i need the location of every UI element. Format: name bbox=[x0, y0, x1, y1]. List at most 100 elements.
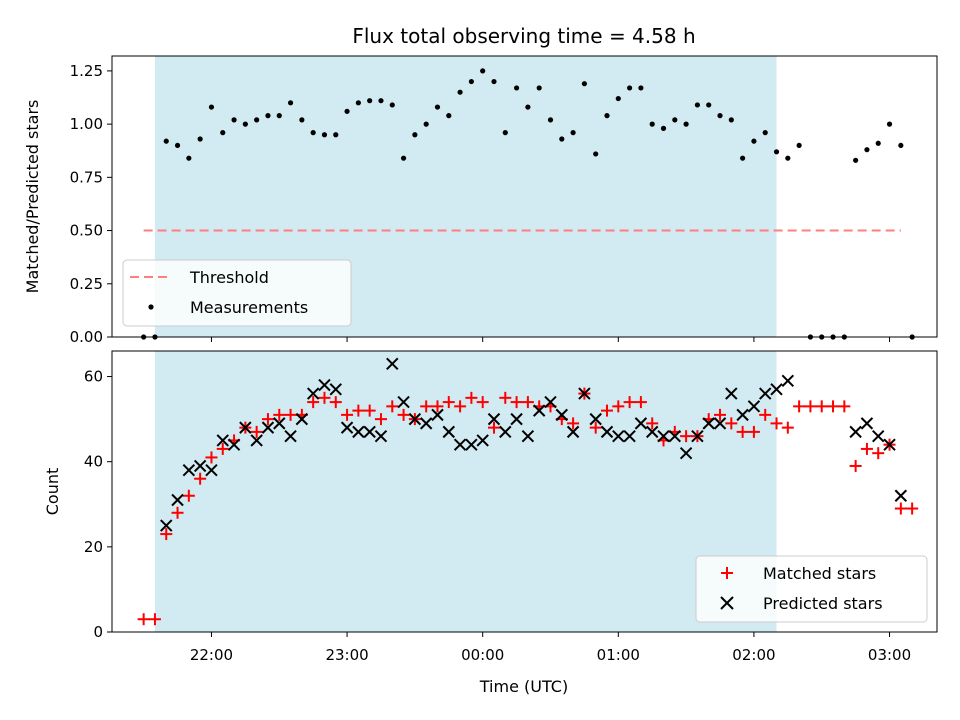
measurement-point bbox=[265, 113, 271, 119]
predicted-star-point bbox=[397, 395, 410, 409]
top-y-axis-label: Matched/Predicted stars bbox=[23, 100, 42, 294]
predicted-star-point bbox=[623, 429, 636, 443]
y-tick-label: 0.50 bbox=[70, 222, 103, 240]
measurement-point bbox=[773, 149, 780, 155]
matched-star-point bbox=[454, 400, 467, 413]
measurement-point bbox=[593, 151, 599, 157]
predicted-star-point bbox=[883, 438, 896, 451]
predicted-star-point bbox=[612, 429, 625, 443]
measurement-point bbox=[378, 98, 384, 104]
predicted-star-point bbox=[725, 387, 738, 400]
matched-star-point bbox=[680, 430, 693, 443]
measurement-point bbox=[276, 113, 282, 119]
matched-star-point bbox=[273, 408, 286, 421]
predicted-star-point bbox=[476, 434, 489, 447]
measurement-point bbox=[480, 68, 486, 74]
measurement-point bbox=[581, 81, 587, 87]
predicted-star-point bbox=[171, 493, 184, 507]
measurement-point bbox=[536, 85, 542, 91]
predicted-star-point bbox=[691, 429, 704, 443]
matched-star-point bbox=[465, 391, 478, 404]
predicted-star-point bbox=[872, 429, 885, 443]
predicted-star-point bbox=[532, 404, 546, 417]
bottom-y-ticks: 0 20 40 60 bbox=[84, 368, 112, 641]
measurement-point bbox=[694, 102, 701, 108]
y-tick-label: 0.00 bbox=[70, 328, 103, 346]
predicted-star-point bbox=[205, 464, 218, 477]
predicted-star-point bbox=[521, 429, 535, 443]
measurement-point bbox=[344, 108, 350, 114]
x-tick-label: 02:00 bbox=[732, 646, 775, 664]
matched-star-point bbox=[341, 408, 354, 421]
matched-star-point bbox=[137, 613, 150, 626]
predicted-star-point bbox=[250, 434, 263, 447]
matched-star-point bbox=[420, 400, 433, 413]
predicted-star-point bbox=[781, 374, 795, 388]
measurement-point bbox=[299, 117, 305, 123]
matched-star-point bbox=[499, 391, 512, 404]
measurement-point bbox=[423, 121, 429, 127]
predicted-star-point bbox=[668, 429, 682, 443]
predicted-star-point bbox=[679, 446, 693, 460]
measurement-points bbox=[141, 68, 915, 340]
predicted-star-point bbox=[544, 395, 557, 409]
measurement-point bbox=[208, 104, 215, 110]
x-tick-label: 22:00 bbox=[190, 646, 233, 664]
predicted-star-point bbox=[374, 429, 388, 443]
matched-star-point bbox=[906, 502, 919, 515]
measurement-point bbox=[638, 85, 644, 91]
top-panel: 0.00 0.25 0.50 0.75 1.00 1.25 Matched/Predict… bbox=[23, 55, 938, 346]
bottom-legend-box bbox=[695, 555, 928, 623]
y-tick-label: 20 bbox=[84, 538, 103, 556]
measurement-point bbox=[389, 102, 395, 108]
measurement-point bbox=[740, 155, 746, 161]
measurement-point bbox=[502, 130, 508, 136]
measurement-point bbox=[468, 78, 474, 85]
predicted-star-point bbox=[566, 425, 580, 439]
measurement-point bbox=[231, 117, 237, 123]
matched-star-point bbox=[601, 404, 613, 417]
predicted-star-point bbox=[499, 425, 512, 439]
y-tick-label: 1.00 bbox=[70, 115, 103, 133]
measurement-point bbox=[400, 155, 407, 161]
predicted-star-point bbox=[239, 421, 252, 434]
x-axis-label: Time (UTC) bbox=[479, 677, 568, 696]
legend-predicted-swatch bbox=[720, 596, 734, 610]
measurement-point bbox=[672, 117, 678, 123]
measurement-point bbox=[615, 95, 621, 102]
measurement-point bbox=[491, 78, 497, 85]
predicted-star-point bbox=[182, 464, 196, 477]
matched-star-point bbox=[894, 502, 907, 515]
measurement-point bbox=[163, 138, 169, 144]
x-tick-label: 00:00 bbox=[461, 646, 504, 664]
measurement-point bbox=[762, 130, 768, 136]
predicted-star-point bbox=[600, 425, 614, 439]
matched-star-point bbox=[770, 417, 783, 430]
matched-star-point bbox=[781, 421, 794, 434]
measurement-point bbox=[287, 100, 294, 106]
predicted-star-point bbox=[713, 417, 727, 430]
matched-star-point bbox=[160, 528, 173, 541]
predicted-star-point bbox=[453, 438, 467, 451]
predicted-star-point bbox=[340, 421, 354, 434]
matched-star-point bbox=[194, 472, 207, 485]
legend-threshold-label: Threshold bbox=[189, 268, 269, 287]
matched-star-point bbox=[589, 421, 602, 434]
matched-star-point bbox=[725, 417, 738, 430]
top-y-ticks: 0.00 0.25 0.50 0.75 1.00 1.25 bbox=[70, 62, 112, 346]
bottom-observing-window bbox=[154, 351, 777, 632]
measurement-point bbox=[706, 102, 712, 108]
matched-star-point bbox=[849, 459, 862, 472]
predicted-star-point bbox=[160, 519, 173, 532]
matched-star-point bbox=[827, 400, 840, 413]
predicted-star-point bbox=[295, 412, 309, 426]
matched-star-point bbox=[759, 408, 772, 421]
matched-star-point bbox=[872, 447, 885, 460]
matched-star-point bbox=[329, 396, 342, 409]
legend-matched-label: Matched stars bbox=[763, 564, 876, 583]
matched-star-point bbox=[261, 413, 274, 426]
y-tick-label: 60 bbox=[84, 368, 103, 386]
matched-star-point bbox=[815, 400, 828, 413]
predicted-star-point bbox=[578, 387, 591, 400]
matched-star-point bbox=[804, 400, 817, 413]
